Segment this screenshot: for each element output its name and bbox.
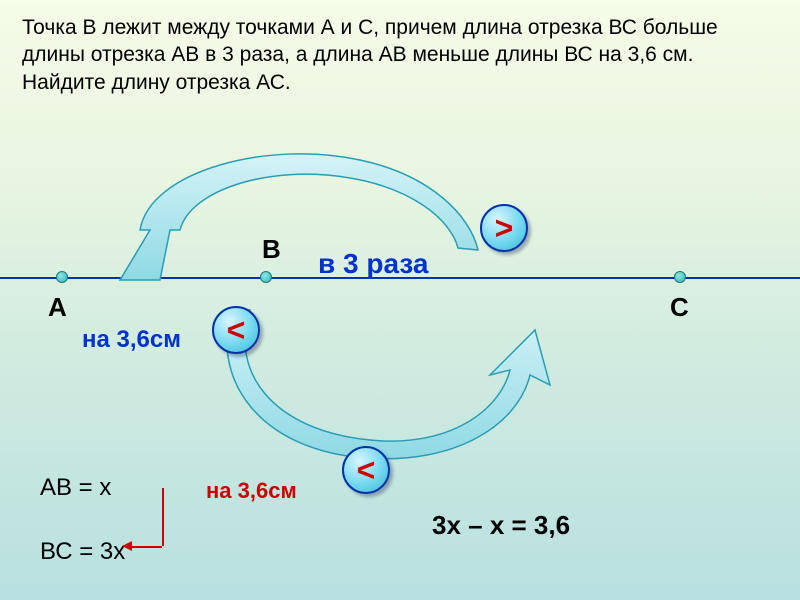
connector-bracket xyxy=(162,488,164,546)
curved-arrow-top xyxy=(70,130,500,290)
label-na36-lower: на 3,6см xyxy=(206,478,297,504)
equation-main: 3х – х = 3,6 xyxy=(432,510,570,541)
point-a xyxy=(56,271,68,283)
point-c xyxy=(674,271,686,283)
label-na36-upper: на 3,6см xyxy=(82,326,181,354)
connector-horizontal xyxy=(130,546,162,548)
badge-less-mid-icon: < xyxy=(212,306,260,354)
label-a: A xyxy=(48,292,67,323)
equation-bc: ВС = 3х xyxy=(40,538,125,566)
point-b xyxy=(260,271,272,283)
problem-statement: Точка В лежит между точками А и С, приче… xyxy=(22,14,762,96)
label-b: B xyxy=(262,234,281,265)
connector-arrow-icon xyxy=(122,541,132,551)
label-c: C xyxy=(670,292,689,323)
equation-ab: АВ = х xyxy=(40,474,111,502)
badge-less-low-icon: < xyxy=(342,446,390,494)
badge-greater-icon: > xyxy=(480,204,528,252)
label-in-3-times: в 3 раза xyxy=(318,248,428,280)
